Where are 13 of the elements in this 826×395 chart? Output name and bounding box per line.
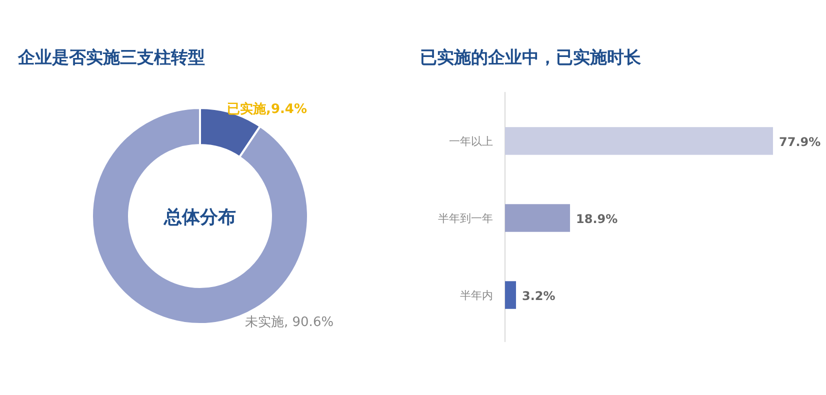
y-tick-label: 半年到一年 xyxy=(438,212,493,225)
chart-title: 已实施的企业中，已实施时长 xyxy=(420,48,642,68)
chart-title: 企业是否实施三支柱转型 xyxy=(17,48,205,68)
text: 总体分布 xyxy=(163,207,236,228)
y-tick-label: 半年内 xyxy=(460,289,493,302)
slice-label: 已实施 xyxy=(227,101,267,117)
y-tick-label: 一年以上 xyxy=(449,134,493,148)
data-label: 77.9% xyxy=(779,134,821,149)
data-label: ,9.4% xyxy=(266,102,307,117)
data-label: 3.2% xyxy=(522,289,556,304)
data-label: 18.9% xyxy=(576,212,618,226)
slice-label: 未实施 xyxy=(245,315,284,330)
data-label: , 90.6% xyxy=(284,315,334,330)
